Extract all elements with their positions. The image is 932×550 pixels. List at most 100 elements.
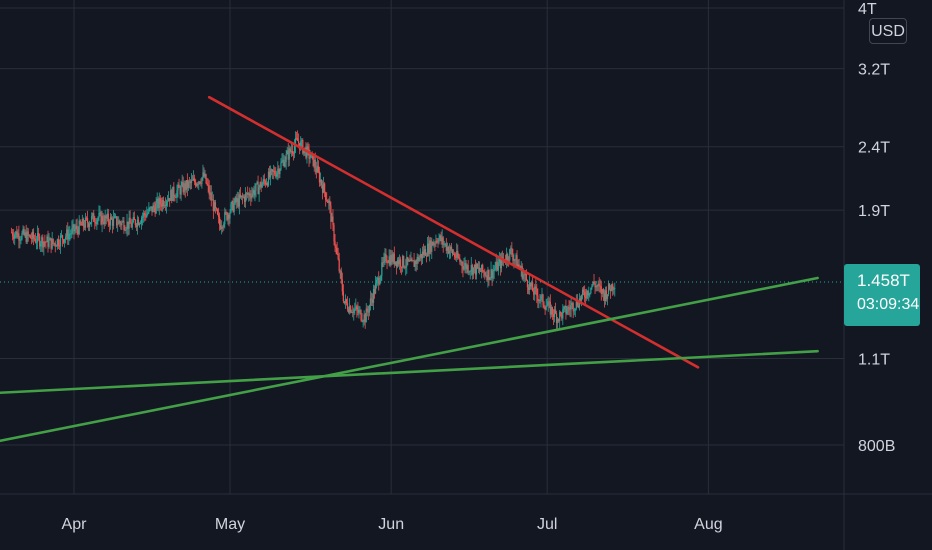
candle-body <box>75 225 77 230</box>
candle-body <box>199 181 201 184</box>
candle-down <box>507 252 509 267</box>
candle-up <box>466 263 468 274</box>
candle-body <box>583 289 585 293</box>
candle-down <box>268 165 271 180</box>
trendlines[interactable] <box>0 95 819 457</box>
candle-up <box>89 220 91 232</box>
candle-body <box>90 222 92 225</box>
candle-body <box>283 159 285 167</box>
candle-body <box>438 238 440 243</box>
candle-up <box>185 180 187 193</box>
candle-up <box>41 235 43 252</box>
candle-body <box>246 193 248 194</box>
candle-body <box>293 145 296 154</box>
candle-down <box>329 196 331 214</box>
candle-down <box>399 256 402 273</box>
candle-body <box>233 203 235 212</box>
support-trendline[interactable] <box>0 349 819 397</box>
candle-body <box>433 243 435 246</box>
candle-body <box>323 183 325 193</box>
candle-up <box>284 156 286 168</box>
candle-body <box>167 200 169 202</box>
candle-body <box>177 184 179 191</box>
candle-body <box>127 221 129 229</box>
candle-body <box>379 281 381 285</box>
candle-up <box>46 234 48 243</box>
currency-button[interactable]: USD <box>869 18 907 44</box>
candle-body <box>435 240 437 244</box>
candle-up <box>323 176 325 194</box>
candle-body <box>597 283 599 287</box>
candle-down <box>596 284 598 292</box>
candle-body <box>529 282 532 287</box>
candle-down <box>82 217 84 232</box>
candle-down <box>529 282 532 290</box>
candle-up <box>168 191 170 202</box>
candle-down <box>160 197 162 212</box>
price-scale[interactable]: 4T 3.2T 2.4T 1.9T 1.1T 800B <box>858 1 895 455</box>
resistance-trendline[interactable] <box>207 95 700 369</box>
candle-down <box>93 210 95 223</box>
candle-down <box>243 194 246 208</box>
candle-body <box>318 171 321 183</box>
candle-body <box>287 150 289 160</box>
candle-body <box>215 208 218 210</box>
candle-up <box>131 219 133 230</box>
candle-up <box>423 245 426 258</box>
candle-body <box>471 265 473 275</box>
candle-down <box>411 257 413 263</box>
candle-down <box>401 266 403 275</box>
support-trendline[interactable] <box>0 276 819 457</box>
candle-body <box>96 219 98 224</box>
candle-body <box>149 207 151 209</box>
candle-body <box>411 258 413 261</box>
candle-down <box>393 246 395 268</box>
candle-up <box>372 284 375 310</box>
candle-body <box>589 292 591 294</box>
candle-body <box>447 247 449 254</box>
candle-body <box>212 199 214 212</box>
candle-down <box>195 179 197 188</box>
candle-up <box>443 240 445 248</box>
candle-down <box>479 261 481 275</box>
candle-body <box>298 140 300 143</box>
candle-body <box>178 184 180 188</box>
candle-down <box>50 238 52 254</box>
candle-body <box>496 261 498 271</box>
candle-up <box>388 249 390 267</box>
candle-up <box>117 216 119 232</box>
candle-body <box>581 289 584 296</box>
candle-up <box>355 298 357 311</box>
candle-body <box>548 301 550 303</box>
candle-up <box>84 212 87 231</box>
candle-down <box>536 283 538 304</box>
candle-up <box>14 232 16 246</box>
candle-body <box>360 310 362 321</box>
candle-body <box>524 274 526 275</box>
candle-up <box>28 233 30 238</box>
candle-body <box>211 199 213 201</box>
candle-body <box>295 138 298 139</box>
candle-down <box>483 270 485 278</box>
time-scale[interactable]: Apr May Jun Jul Aug <box>62 516 723 533</box>
candle-down <box>327 199 329 204</box>
candle-body <box>266 183 269 186</box>
candle-body <box>523 274 525 276</box>
candle-down <box>465 260 467 274</box>
candle-up <box>56 238 58 250</box>
candle-down <box>600 280 602 301</box>
candle-body <box>533 291 535 295</box>
candle-body <box>152 205 154 213</box>
candle-down <box>11 227 13 234</box>
candle-body <box>456 250 458 258</box>
candle-body <box>329 200 331 206</box>
candle-down <box>330 201 332 230</box>
candle-down <box>73 223 75 240</box>
candle-up <box>531 280 533 290</box>
candle-body <box>281 161 283 163</box>
candle-up <box>545 298 547 311</box>
candle-body <box>136 219 139 227</box>
candle-down <box>425 252 428 263</box>
candle-body <box>350 306 352 313</box>
